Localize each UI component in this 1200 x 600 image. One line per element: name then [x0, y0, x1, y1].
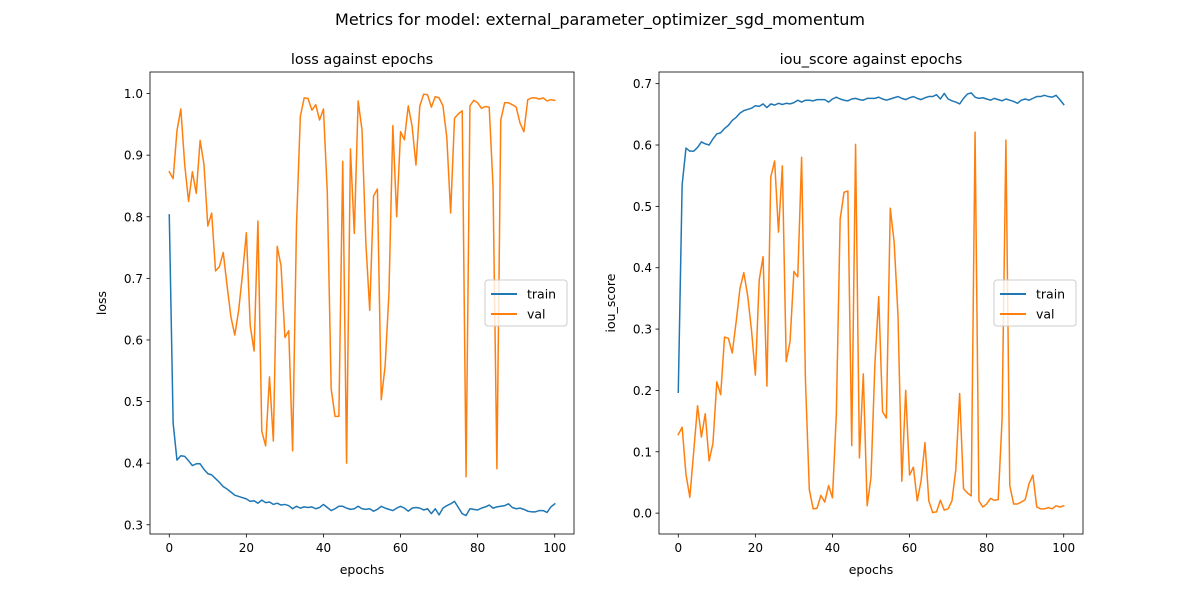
x-tick-label: 40 [316, 541, 331, 555]
x-tick-label: 100 [543, 541, 566, 555]
y-tick-label: 0.9 [124, 149, 143, 163]
series-line-train [168, 214, 556, 517]
y-tick-label: 0.5 [124, 395, 143, 409]
series-line-train [677, 92, 1065, 394]
iou-score-chart: 0 20 40 60 80 100 0.0 0.1 0.2 0.3 0.4 0.5 0.6 0.7 iou_… [603, 52, 1084, 577]
axes-frame [149, 71, 575, 535]
x-tick-label: 20 [748, 541, 763, 555]
y-tick-label: 0.3 [633, 323, 652, 337]
axes-frame [658, 71, 1084, 535]
y-tick-label: 0.4 [633, 261, 652, 275]
legend-label-train: train [527, 287, 556, 302]
series-line-val [168, 93, 556, 478]
x-tick-label: 60 [393, 541, 408, 555]
y-tick-label: 0.0 [633, 507, 652, 521]
y-axis-label: loss [94, 291, 109, 315]
legend: train val [484, 279, 568, 327]
x-tick-label: 80 [470, 541, 485, 555]
y-tick-label: 0.6 [633, 139, 652, 153]
y-tick-label: 0.7 [633, 77, 652, 91]
y-tick-label: 1.0 [124, 87, 143, 101]
x-tick-label: 100 [1052, 541, 1075, 555]
x-tick-label: 20 [239, 541, 254, 555]
y-tick-label: 0.4 [124, 457, 143, 471]
y-tick-label: 0.3 [124, 518, 143, 532]
y-tick-label: 0.1 [633, 445, 652, 459]
y-tick-label: 0.2 [633, 384, 652, 398]
y-tick-label: 0.8 [124, 210, 143, 224]
y-tick-label: 0.5 [633, 200, 652, 214]
y-tick-label: 0.6 [124, 333, 143, 347]
x-tick-label: 80 [979, 541, 994, 555]
x-tick-label: 40 [825, 541, 840, 555]
legend: train val [993, 279, 1077, 327]
legend-label-val: val [527, 307, 546, 322]
legend-label-train: train [1036, 287, 1065, 302]
x-tick-label: 0 [674, 541, 682, 555]
figure-suptitle: Metrics for model: external_parameter_op… [335, 10, 865, 30]
x-tick-label: 0 [165, 541, 173, 555]
y-axis-label: iou_score [603, 273, 618, 332]
x-axis-label: epochs [340, 562, 385, 577]
y-tick-label: 0.7 [124, 272, 143, 286]
series-line-val [677, 131, 1065, 514]
loss-chart: 0 20 40 60 80 100 0.3 0.4 0.5 0.6 0.7 0.8 0.9 1.0 loss… [94, 52, 575, 577]
chart-title: loss against epochs [291, 52, 433, 68]
x-tick-label: 60 [902, 541, 917, 555]
chart-title: iou_score against epochs [780, 52, 963, 68]
x-axis-label: epochs [849, 562, 894, 577]
legend-label-val: val [1036, 307, 1055, 322]
